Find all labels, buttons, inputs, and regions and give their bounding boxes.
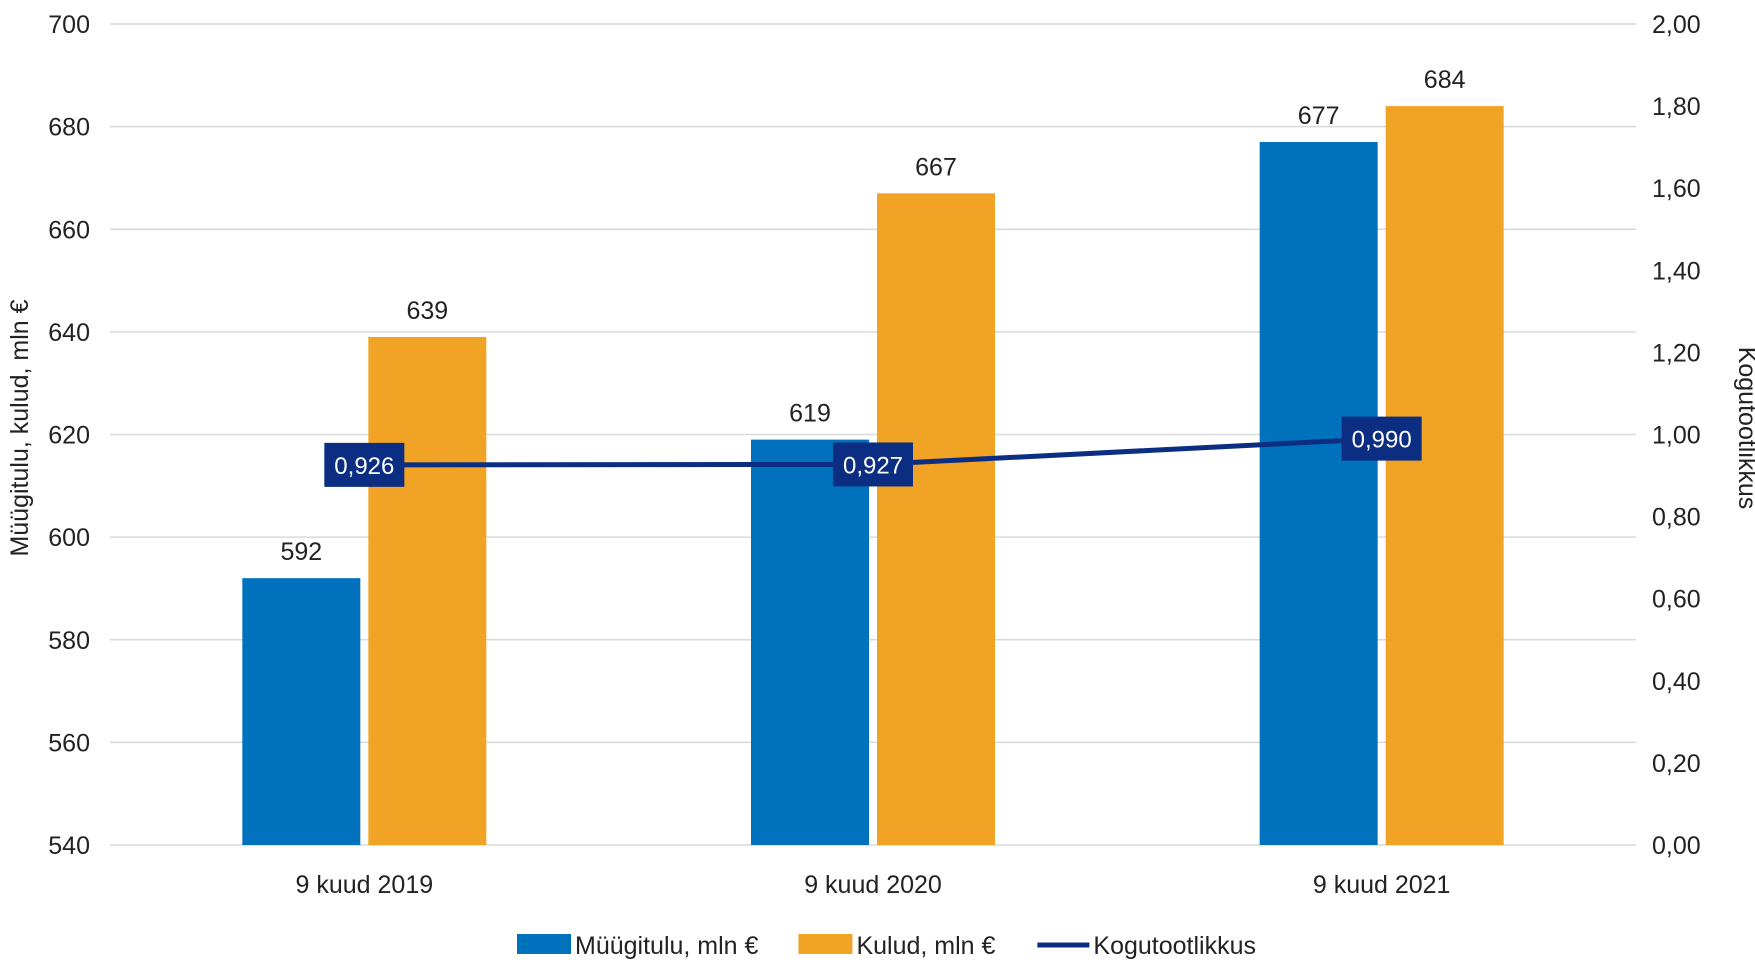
y-left-tick-label: 680 [48, 114, 90, 142]
line-data-label-box [833, 442, 913, 487]
bar-data-labels: 592 639 619 667 677 684 [280, 66, 1465, 566]
y-left-tick-label: 540 [48, 832, 90, 860]
category-label: 9 kuud 2021 [1313, 871, 1451, 899]
bar-data-label: 639 [406, 297, 448, 325]
y-right-tick-label: 0,80 [1652, 504, 1701, 532]
line-data-label: 0,990 [1352, 427, 1412, 454]
line-data-label-box [1341, 416, 1422, 461]
legend-swatch-kulud [798, 934, 853, 954]
legend-label: Müügitulu, mln € [575, 932, 759, 960]
bar-myygitulu [242, 578, 361, 845]
y-axis-right-title: Kogutootlikkus [1733, 347, 1755, 510]
line-series: 0,926 0,927 0,990 [324, 416, 1422, 487]
y-left-tick-label: 700 [48, 11, 90, 39]
legend: Müügitulu, mln € Kulud, mln € Kogutootlikk… [517, 932, 1256, 960]
y-right-tick-label: 1,80 [1652, 93, 1701, 121]
y-right-tick-label: 1,60 [1652, 175, 1701, 203]
legend-label: Kogutootlikkus [1093, 932, 1256, 960]
y-left-tick-label: 620 [48, 422, 90, 450]
category-label: 9 kuud 2020 [804, 871, 942, 899]
left-axis-ticks: 540 560 580 600 620 640 660 680 700 [48, 11, 90, 860]
bar-data-label: 592 [280, 538, 322, 566]
bar-data-label: 684 [1424, 66, 1466, 94]
y-right-tick-label: 2,00 [1652, 11, 1701, 39]
y-left-tick-label: 600 [48, 524, 90, 552]
bars [242, 106, 1504, 846]
legend-label: Kulud, mln € [856, 932, 995, 960]
line-data-label: 0,927 [843, 452, 903, 479]
bar-kulud [368, 337, 487, 845]
y-axis-left-title: Müügitulu, kulud, mln € [6, 299, 34, 556]
y-right-tick-label: 0,40 [1652, 668, 1701, 696]
y-left-tick-label: 660 [48, 216, 90, 244]
right-axis-ticks: 0,00 0,20 0,40 0,60 0,80 1,00 1,20 1,40 1,60 1,80… [1652, 11, 1701, 860]
category-label: 9 kuud 2019 [296, 871, 434, 899]
line-data-label: 0,926 [334, 453, 394, 480]
gridlines [110, 23, 1636, 846]
bar-data-label: 619 [789, 400, 831, 428]
y-right-tick-label: 1,20 [1652, 339, 1701, 367]
bar-myygitulu [751, 439, 869, 845]
legend-swatch-myygitulu [517, 934, 571, 954]
bar-kulud [877, 193, 995, 846]
y-right-tick-label: 1,00 [1652, 422, 1701, 450]
bar-kulud [1385, 106, 1504, 846]
line-data-label-box [324, 442, 405, 487]
y-right-tick-label: 0,20 [1652, 750, 1701, 778]
category-axis-labels: 9 kuud 2019 9 kuud 2020 9 kuud 2021 [296, 871, 1451, 899]
y-left-tick-label: 560 [48, 729, 90, 757]
y-right-tick-label: 0,00 [1652, 832, 1701, 860]
y-left-tick-label: 580 [48, 627, 90, 655]
y-left-tick-label: 640 [48, 319, 90, 347]
y-right-tick-label: 1,40 [1652, 257, 1701, 285]
bar-myygitulu [1259, 142, 1378, 846]
y-right-tick-label: 0,60 [1652, 586, 1701, 614]
bar-data-label: 677 [1298, 102, 1340, 130]
bar-data-label: 667 [915, 153, 957, 181]
